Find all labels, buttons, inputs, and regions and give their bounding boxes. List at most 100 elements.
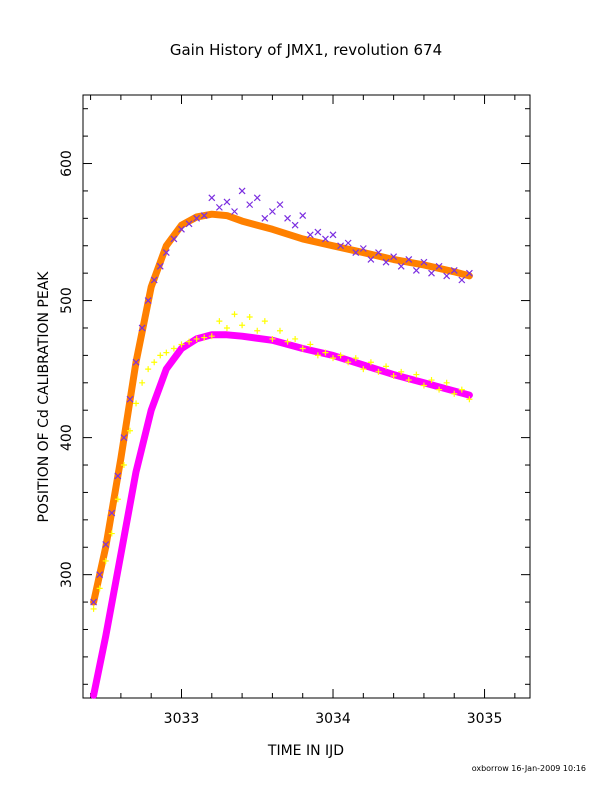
data-point — [200, 212, 208, 220]
y-axis: 300 400 500 600 — [59, 108, 530, 685]
data-point — [238, 187, 246, 195]
data-point — [132, 358, 140, 366]
data-point — [435, 262, 443, 270]
data-point — [360, 366, 367, 373]
data-point — [307, 341, 314, 348]
data-point — [367, 359, 374, 366]
data-point — [420, 382, 427, 389]
data-point — [139, 379, 146, 386]
data-point — [246, 201, 254, 209]
data-point — [375, 368, 382, 375]
y-tick-label: 300 — [59, 561, 75, 588]
data-point — [223, 198, 231, 206]
data-point — [120, 434, 128, 442]
data-point — [186, 338, 193, 345]
chart-title: Gain History of JMX1, revolution 674 — [170, 41, 442, 59]
data-point — [178, 225, 185, 233]
data-point — [102, 557, 109, 564]
data-point — [170, 345, 177, 352]
data-point — [144, 297, 152, 304]
data-point — [375, 249, 382, 257]
data-point — [145, 366, 152, 373]
fit-curve-2 — [90, 331, 473, 699]
data-point — [253, 194, 261, 202]
data-point — [185, 220, 193, 228]
footer-credit: oxborrow 16-Jan-2009 10:16 — [472, 764, 586, 773]
plot-area — [82, 94, 531, 699]
data-point — [390, 372, 397, 379]
data-point — [292, 335, 299, 342]
data-point — [108, 530, 115, 537]
data-point — [178, 341, 185, 348]
data-point — [382, 258, 390, 266]
data-point — [268, 208, 276, 215]
data-point — [114, 472, 122, 480]
data-point — [291, 221, 299, 229]
data-point — [398, 368, 405, 375]
data-point — [284, 214, 291, 222]
data-point — [193, 335, 200, 342]
y-tick-label: 400 — [59, 424, 75, 451]
data-point — [96, 571, 104, 579]
data-point — [322, 235, 329, 243]
data-point — [162, 249, 170, 257]
data-point — [405, 256, 413, 263]
data-point — [314, 352, 321, 359]
data-point — [276, 327, 283, 334]
data-point — [465, 269, 473, 277]
data-point — [458, 276, 466, 284]
data-point — [345, 359, 352, 366]
y-tick-label: 500 — [59, 287, 75, 314]
data-point — [239, 322, 246, 329]
data-point — [405, 377, 412, 384]
data-point — [352, 355, 359, 362]
data-point — [170, 235, 178, 243]
data-point — [337, 352, 344, 359]
data-point — [428, 269, 435, 277]
data-point — [428, 377, 435, 384]
data-point — [269, 335, 276, 342]
data-point — [359, 245, 367, 252]
data-points — [90, 187, 473, 612]
data-point — [208, 333, 215, 340]
data-point — [466, 396, 473, 403]
data-point — [276, 201, 284, 209]
data-point — [383, 363, 390, 370]
series-1 — [90, 187, 473, 606]
data-point — [254, 327, 261, 334]
data-point — [90, 598, 98, 606]
data-point — [450, 266, 458, 274]
data-point — [299, 212, 307, 220]
data-point — [330, 355, 337, 362]
data-point — [352, 249, 360, 257]
data-point — [261, 318, 268, 325]
data-point — [306, 231, 314, 239]
data-point — [151, 359, 158, 366]
x-tick-label: 3033 — [164, 711, 200, 727]
data-point — [208, 194, 216, 202]
data-point — [133, 400, 140, 407]
data-point — [436, 386, 443, 393]
data-point — [231, 208, 238, 215]
data-point — [397, 262, 405, 270]
data-point — [390, 253, 398, 261]
data-point — [163, 349, 170, 356]
data-point — [299, 345, 306, 352]
data-point — [337, 242, 345, 250]
data-point — [413, 371, 420, 378]
data-point — [96, 585, 103, 592]
data-point — [108, 509, 116, 517]
data-point — [138, 324, 146, 332]
series-2 — [90, 311, 473, 612]
data-point — [329, 231, 337, 239]
x-axis-label: TIME IN IJD — [267, 743, 344, 759]
data-point — [246, 314, 253, 321]
data-point — [201, 334, 208, 341]
y-axis-label: POSITION OF Cd CALIBRATION PEAK — [36, 271, 52, 523]
data-point — [261, 214, 269, 222]
data-point — [314, 228, 322, 236]
data-point — [114, 496, 121, 503]
data-point — [223, 324, 230, 331]
y-tick-label: 600 — [59, 150, 75, 177]
